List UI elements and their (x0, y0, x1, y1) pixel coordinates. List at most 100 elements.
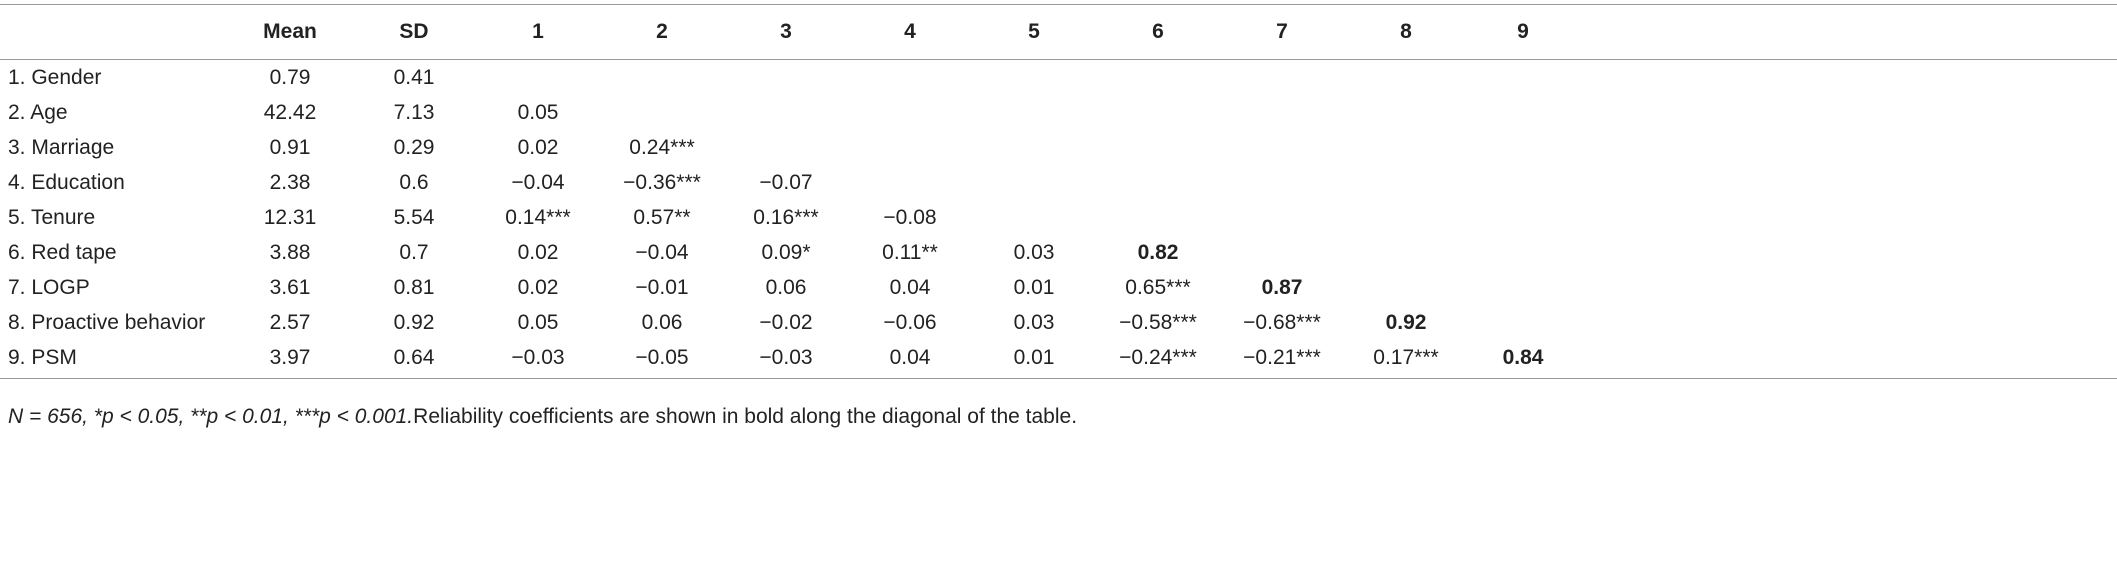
empty-cell (972, 200, 1096, 235)
table-cell: −0.07 (759, 170, 813, 194)
table-cell: 0.82 (1137, 240, 1179, 264)
table-wrap: Mean SD 1 2 3 4 5 6 7 8 9 1. Gender 0.79 0.41 2. Age 4… (0, 4, 2117, 379)
empty-cell (1468, 130, 1578, 165)
row-label: 7. LOGP (8, 275, 90, 299)
empty-cell (1220, 165, 1344, 200)
empty-cell (1468, 305, 1578, 340)
empty-cell (1096, 165, 1220, 200)
empty-cell (848, 60, 972, 96)
table-cell: 42.42 (263, 100, 317, 124)
table-row: 9. PSM 3.97 0.64 −0.03 −0.05 −0.03 0.04 0.01 −0.… (0, 340, 2117, 379)
header-row: Mean SD 1 2 3 4 5 6 7 8 9 (0, 4, 2117, 60)
footnote-text: Reliability coefficients are shown in bo… (413, 405, 1078, 428)
table-cell: 0.17*** (1344, 340, 1468, 379)
table-cell: 0.02 (517, 135, 559, 159)
table-row: 7. LOGP 3.61 0.81 0.02 −0.01 0.06 0.04 0.01 0.65… (0, 270, 2117, 305)
column-header: 4 (904, 20, 916, 43)
table-cell: −0.01 (635, 275, 689, 299)
table-cell: 3.61 (269, 275, 311, 299)
column-header: 7 (1276, 20, 1288, 43)
empty-cell (1344, 200, 1468, 235)
empty-cell (1344, 165, 1468, 200)
empty-cell (1468, 165, 1578, 200)
table-row: 1. Gender 0.79 0.41 (0, 60, 2117, 96)
table-cell: 0.05 (517, 100, 559, 124)
empty-cell (848, 165, 972, 200)
table-cell: −0.08 (883, 205, 937, 229)
table-row: 2. Age 42.42 7.13 0.05 (0, 95, 2117, 130)
table-cell: 2.57 (269, 310, 311, 334)
filler-cell (1578, 5, 2117, 60)
empty-cell (1220, 60, 1344, 96)
filler-cell (1578, 165, 2117, 200)
empty-cell (1344, 270, 1468, 305)
table-cell: 0.04 (848, 340, 972, 379)
table-cell: 0.01 (1013, 275, 1055, 299)
table-cell: 0.41 (393, 65, 435, 89)
row-label: 9. PSM (0, 340, 228, 379)
table-cell: −0.05 (600, 340, 724, 379)
empty-cell (1344, 130, 1468, 165)
table-cell: 5.54 (393, 205, 435, 229)
table-cell: −0.03 (724, 340, 848, 379)
table-cell: 0.57** (633, 205, 691, 229)
table-cell: 0.02 (517, 275, 559, 299)
table-cell: 0.6 (399, 170, 429, 194)
table-cell: 0.04 (889, 275, 931, 299)
table-cell: −0.03 (476, 340, 600, 379)
table-cell: 3.88 (269, 240, 311, 264)
row-label: 4. Education (8, 170, 125, 194)
table-cell: 0.16*** (753, 205, 819, 229)
footnote: N = 656, *p < 0.05, **p < 0.01, ***p < 0… (8, 405, 1077, 429)
correlation-table: Mean SD 1 2 3 4 5 6 7 8 9 1. Gender 0.79 0.41 2. Age 4… (0, 4, 2117, 379)
corner-cell (0, 5, 228, 60)
empty-cell (1344, 60, 1468, 96)
table-cell: 0.09* (761, 240, 811, 264)
table-row: 5. Tenure 12.31 5.54 0.14*** 0.57** 0.16*** −0… (0, 200, 2117, 235)
table-row: 4. Education 2.38 0.6 −0.04 −0.36*** −0.07 (0, 165, 2117, 200)
table-cell: 0.65*** (1125, 275, 1191, 299)
table-cell: 0.02 (517, 240, 559, 264)
filler-cell (1578, 95, 2117, 130)
column-header: 5 (1028, 20, 1040, 43)
table-cell: 0.06 (641, 310, 683, 334)
table-cell: 0.01 (972, 340, 1096, 379)
empty-cell (1220, 130, 1344, 165)
empty-cell (1096, 95, 1220, 130)
table-cell: 0.06 (765, 275, 807, 299)
table-cell: 0.64 (352, 340, 476, 379)
table-row: 8. Proactive behavior 2.57 0.92 0.05 0.06 −0.… (0, 305, 2117, 340)
table-row: 3. Marriage 0.91 0.29 0.02 0.24*** (0, 130, 2117, 165)
empty-cell (1220, 95, 1344, 130)
column-header: 6 (1152, 20, 1164, 43)
table-cell: 0.92 (393, 310, 435, 334)
table-cell: −0.04 (635, 240, 689, 264)
table-cell: 3.97 (228, 340, 352, 379)
empty-cell (600, 95, 724, 130)
row-label: 3. Marriage (8, 135, 115, 159)
column-header: 1 (532, 20, 544, 43)
table-cell: 12.31 (263, 205, 317, 229)
empty-cell (1096, 200, 1220, 235)
empty-cell (1468, 270, 1578, 305)
table-cell: 0.11** (882, 240, 938, 264)
empty-cell (972, 60, 1096, 96)
table-cell: −0.58*** (1119, 310, 1197, 334)
row-label: 1. Gender (8, 65, 102, 89)
table-cell: 0.92 (1385, 310, 1427, 334)
column-header: Mean (263, 20, 317, 43)
empty-cell (1344, 235, 1468, 270)
table-cell: −0.24*** (1096, 340, 1220, 379)
table-cell: 0.84 (1468, 340, 1578, 379)
table-cell: 0.05 (517, 310, 559, 334)
table-cell: 0.87 (1261, 275, 1303, 299)
filler-cell (1578, 270, 2117, 305)
table-cell: 0.7 (399, 240, 429, 264)
table-cell: −0.06 (883, 310, 937, 334)
empty-cell (1468, 200, 1578, 235)
table-cell: 0.24*** (629, 135, 695, 159)
empty-cell (972, 130, 1096, 165)
row-label: 2. Age (8, 100, 68, 124)
row-label: 6. Red tape (8, 240, 117, 264)
